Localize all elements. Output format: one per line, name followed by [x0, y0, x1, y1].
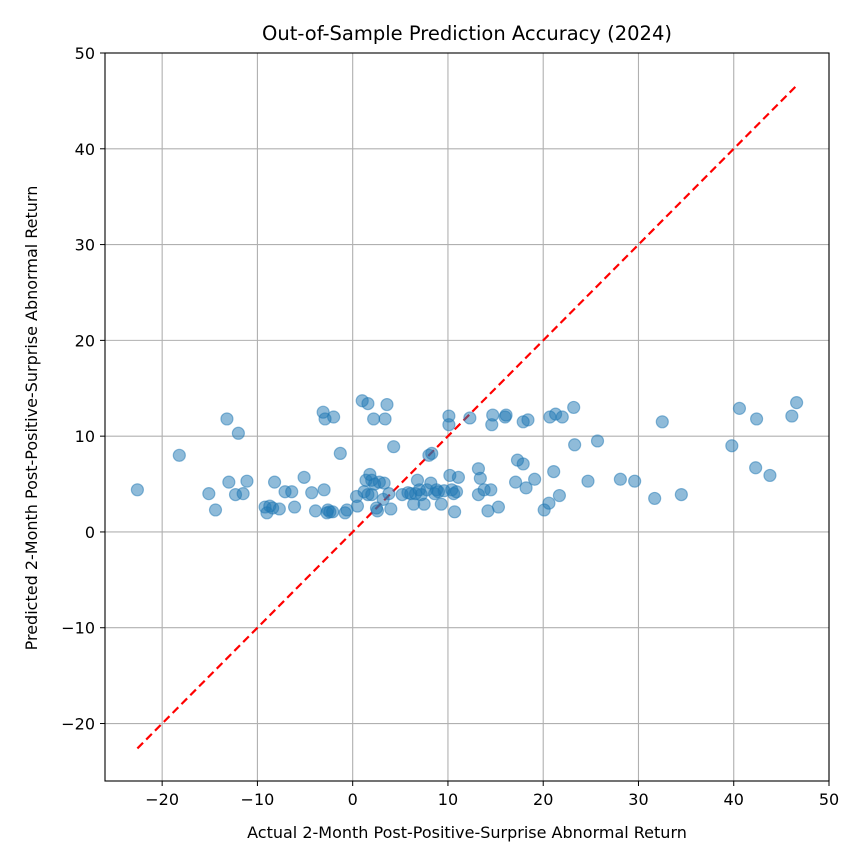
data-point — [491, 500, 506, 514]
data-point — [555, 410, 569, 424]
data-point — [552, 488, 567, 503]
data-point — [382, 487, 396, 501]
data-point — [655, 415, 669, 429]
plot-frame — [104, 52, 830, 782]
chart-title: Out-of-Sample Prediction Accuracy (2024) — [262, 22, 672, 45]
data-point — [384, 502, 398, 516]
data-point — [231, 426, 245, 440]
data-point — [648, 491, 662, 506]
data-point — [236, 487, 250, 501]
data-point — [613, 472, 627, 486]
data-point — [370, 504, 385, 518]
data-point — [473, 471, 487, 485]
data-point — [732, 401, 747, 415]
data-point — [378, 412, 392, 426]
x-tick-label: 20 — [533, 790, 553, 809]
data-point — [763, 468, 777, 483]
data-point — [434, 497, 448, 511]
data-point — [272, 502, 286, 516]
y-axis-label: Predicted 2-Month Post-Positive-Surprise… — [22, 186, 41, 651]
data-point — [486, 408, 500, 422]
data-point — [267, 475, 282, 489]
data-point — [516, 457, 530, 471]
data-point — [361, 396, 375, 411]
data-point — [425, 446, 439, 460]
data-point — [367, 412, 381, 426]
data-point — [567, 400, 581, 415]
data-point — [308, 504, 323, 518]
data-point — [387, 440, 401, 454]
x-tick-label: 40 — [724, 790, 744, 809]
data-point — [297, 470, 311, 484]
data-point — [725, 439, 739, 453]
data-point — [521, 413, 535, 427]
data-point — [581, 474, 595, 488]
data-point — [222, 475, 236, 489]
x-tick-label: −10 — [241, 790, 275, 809]
y-tick-label: 10 — [75, 427, 95, 446]
x-tick-label: 50 — [819, 790, 839, 809]
y-tick-label: 30 — [75, 236, 95, 255]
data-point — [749, 412, 764, 426]
y-tick-label: −20 — [61, 715, 95, 734]
y-axis-ticks: −20 −10 0 10 20 30 40 50 — [61, 44, 105, 734]
data-point — [547, 465, 561, 479]
y-tick-label: 20 — [75, 331, 95, 350]
x-tick-label: 30 — [628, 790, 648, 809]
data-point — [448, 505, 462, 519]
x-axis-label: Actual 2-Month Post-Positive-Surprise Ab… — [247, 823, 687, 842]
data-point — [542, 496, 556, 510]
data-point — [317, 483, 331, 497]
data-point — [305, 486, 319, 500]
data-point — [508, 475, 523, 489]
x-tick-label: 0 — [348, 790, 358, 809]
x-axis-ticks: −20 −10 0 10 20 30 40 50 — [145, 781, 839, 809]
data-point — [350, 499, 365, 513]
data-point — [240, 474, 254, 488]
grid-lines — [105, 52, 830, 781]
x-tick-label: 10 — [438, 790, 458, 809]
data-point — [785, 409, 799, 423]
data-point — [674, 487, 688, 502]
y-tick-label: 0 — [85, 523, 95, 542]
y-tick-label: −10 — [61, 619, 95, 638]
data-point — [202, 487, 216, 501]
data-points — [130, 394, 804, 520]
data-point — [528, 472, 542, 486]
data-point — [519, 481, 533, 495]
data-point — [285, 485, 299, 499]
data-point — [130, 483, 144, 497]
data-point — [749, 461, 763, 475]
data-point — [790, 396, 804, 410]
data-point — [463, 411, 477, 425]
x-tick-label: −20 — [145, 790, 179, 809]
data-point — [172, 448, 186, 462]
data-point — [499, 408, 513, 422]
data-point — [590, 434, 605, 448]
data-point — [628, 474, 642, 488]
data-point — [220, 412, 234, 426]
data-point — [333, 446, 347, 460]
data-point — [380, 397, 394, 412]
data-point — [287, 500, 302, 514]
data-point — [326, 505, 340, 519]
y-tick-label: 40 — [75, 140, 95, 159]
data-point — [327, 410, 341, 424]
data-point — [449, 485, 464, 499]
data-point — [417, 497, 431, 511]
data-point — [442, 418, 456, 432]
data-point — [451, 470, 466, 484]
data-point — [568, 438, 582, 452]
y-tick-label: 50 — [75, 44, 95, 63]
data-point — [208, 503, 223, 517]
data-point — [484, 483, 498, 497]
